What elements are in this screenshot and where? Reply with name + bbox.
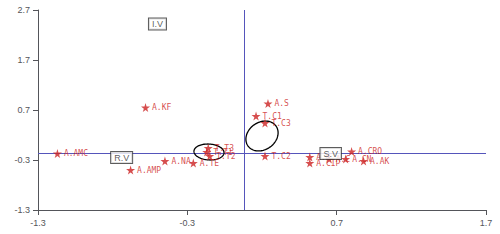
- svg-text:A.NA: A.NA: [171, 157, 190, 166]
- svg-text:A.AK: A.AK: [370, 157, 389, 166]
- svg-text:A.C: A.C: [335, 154, 351, 164]
- svg-text:R.V: R.V: [114, 153, 129, 163]
- svg-text:0.7: 0.7: [330, 218, 343, 228]
- svg-text:1.7: 1.7: [480, 218, 493, 228]
- svg-text:-0.3: -0.3: [14, 155, 30, 165]
- svg-text:A.AMP: A.AMP: [137, 166, 161, 175]
- svg-text:A.KF: A.KF: [152, 103, 171, 112]
- svg-text:0.7: 0.7: [17, 105, 30, 115]
- svg-text:1.7: 1.7: [17, 55, 30, 65]
- svg-text:I.V: I.V: [152, 19, 163, 29]
- svg-text:T.C3: T.C3: [271, 119, 290, 128]
- svg-text:-1.3: -1.3: [14, 205, 30, 215]
- svg-text:-0.3: -0.3: [180, 218, 196, 228]
- svg-text:A.CRO: A.CRO: [358, 147, 383, 156]
- svg-text:-1.3: -1.3: [30, 218, 46, 228]
- svg-text:A.CN: A.CN: [352, 155, 371, 164]
- svg-text:A.S: A.S: [274, 99, 289, 108]
- svg-text:T.T2: T.T2: [216, 152, 235, 161]
- svg-text:2.7: 2.7: [17, 5, 30, 15]
- svg-text:T.C2: T.C2: [271, 152, 290, 161]
- svg-text:T.C1: T.C1: [262, 111, 282, 121]
- svg-text:S.V: S.V: [323, 149, 338, 159]
- svg-text:A.TE: A.TE: [199, 158, 220, 168]
- svg-text:A.AMC: A.AMC: [64, 149, 88, 158]
